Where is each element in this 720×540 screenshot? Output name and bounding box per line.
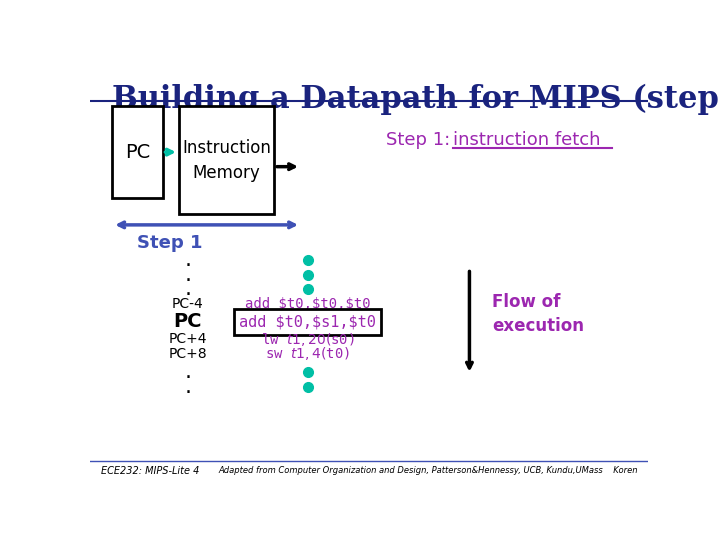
Text: Memory: Memory [193, 164, 261, 182]
Text: PC-4: PC-4 [172, 298, 204, 311]
FancyBboxPatch shape [179, 106, 274, 214]
Text: add $t0,$t0,$t0: add $t0,$t0,$t0 [245, 298, 370, 311]
Text: Step 1: Step 1 [138, 234, 203, 252]
Text: .: . [184, 377, 191, 397]
FancyBboxPatch shape [112, 106, 163, 198]
Text: lw $t1,20($s0): lw $t1,20($s0) [261, 330, 354, 348]
Text: .: . [184, 250, 191, 270]
Text: PC: PC [125, 143, 150, 161]
Text: instruction fetch: instruction fetch [453, 131, 600, 149]
Text: Instruction: Instruction [182, 139, 271, 157]
Text: .: . [184, 362, 191, 382]
Text: PC: PC [174, 312, 202, 331]
Text: .: . [184, 279, 191, 299]
Text: Building a Datapath for MIPS (step 1): Building a Datapath for MIPS (step 1) [112, 84, 720, 114]
Text: ECE232: MIPS-Lite 4: ECE232: MIPS-Lite 4 [101, 466, 199, 476]
Text: Step 1:: Step 1: [386, 131, 462, 149]
Text: PC+8: PC+8 [168, 347, 207, 361]
Text: .: . [184, 265, 191, 285]
Text: Adapted from Computer Organization and Design, Patterson&Hennessy, UCB, Kundu,UM: Adapted from Computer Organization and D… [218, 466, 638, 475]
Text: sw $t1,4($t0): sw $t1,4($t0) [265, 345, 350, 362]
Text: PC+4: PC+4 [168, 332, 207, 346]
Text: add $t0,$s1,$t0: add $t0,$s1,$t0 [239, 314, 376, 329]
Text: Flow of
execution: Flow of execution [492, 293, 584, 335]
